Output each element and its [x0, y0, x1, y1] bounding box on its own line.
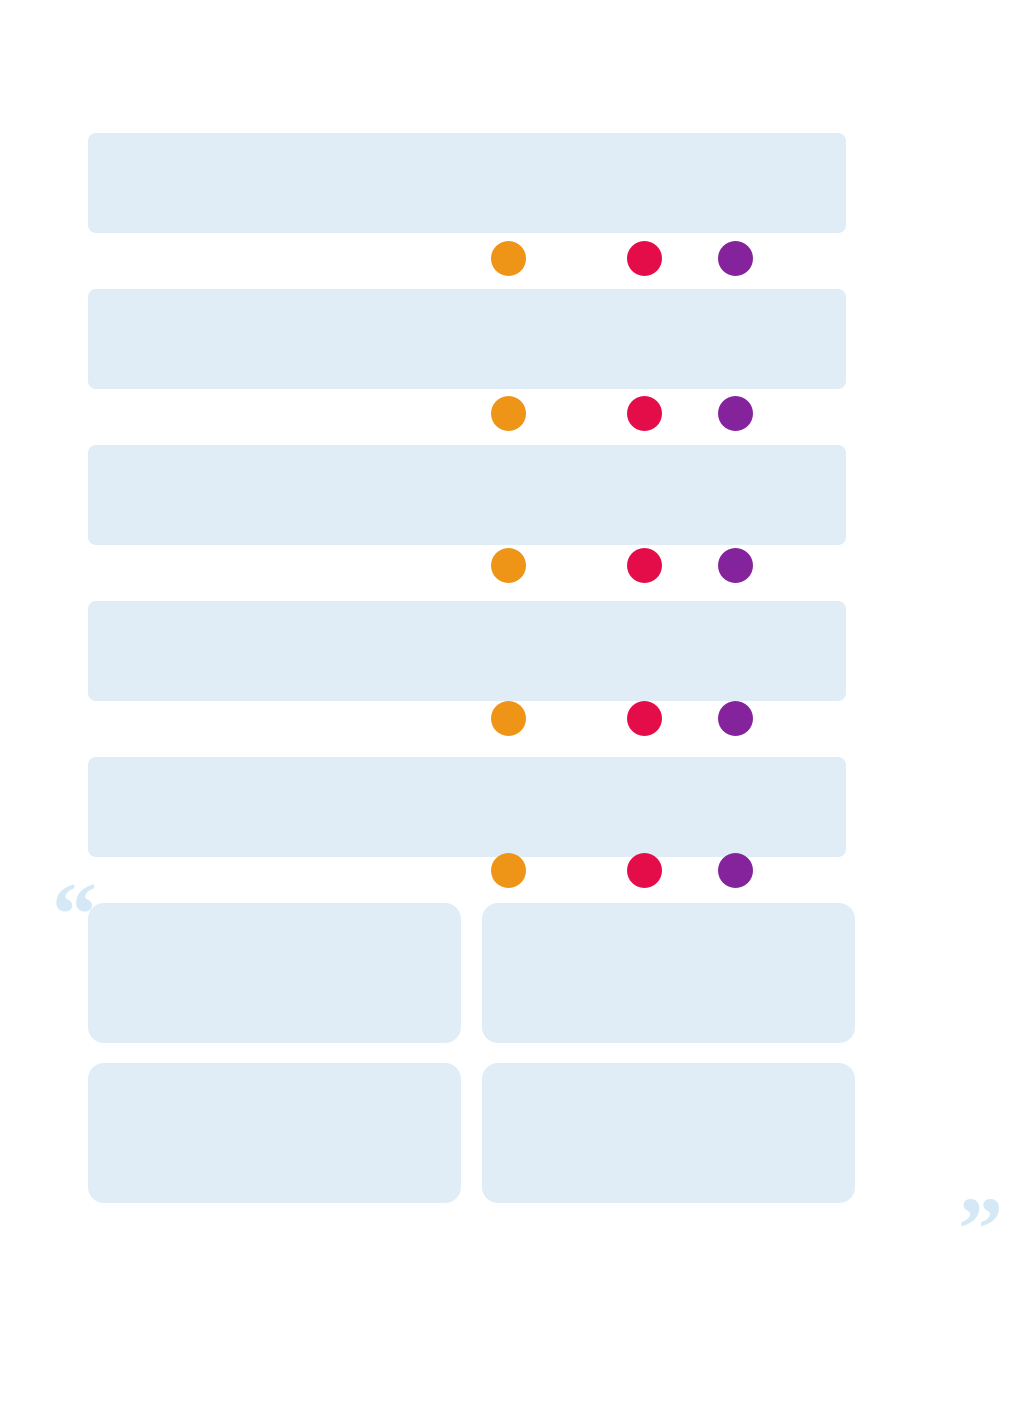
dot-row4-magenta: [627, 701, 662, 736]
dot-row1-magenta: [627, 241, 662, 276]
dot-row5-purple: [718, 853, 753, 888]
dot-row3-magenta: [627, 548, 662, 583]
quote-box-bottom-left: [88, 1063, 461, 1203]
dot-row4-purple: [718, 701, 753, 736]
quote-box-top-left: [88, 903, 461, 1043]
dot-row3-purple: [718, 548, 753, 583]
dot-row3-orange: [491, 548, 526, 583]
quote-box-bottom-right: [482, 1063, 855, 1203]
list-bar-5: [88, 757, 846, 857]
dot-row5-magenta: [627, 853, 662, 888]
dot-row4-orange: [491, 701, 526, 736]
dot-row1-purple: [718, 241, 753, 276]
dot-row2-magenta: [627, 396, 662, 431]
dot-row2-purple: [718, 396, 753, 431]
list-bar-2: [88, 289, 846, 389]
close-quote-icon: ”: [958, 1185, 1003, 1275]
list-bar-3: [88, 445, 846, 545]
dot-row1-orange: [491, 241, 526, 276]
list-bar-4: [88, 601, 846, 701]
dot-row5-orange: [491, 853, 526, 888]
quote-box-top-right: [482, 903, 855, 1043]
list-bar-1: [88, 133, 846, 233]
dot-row2-orange: [491, 396, 526, 431]
